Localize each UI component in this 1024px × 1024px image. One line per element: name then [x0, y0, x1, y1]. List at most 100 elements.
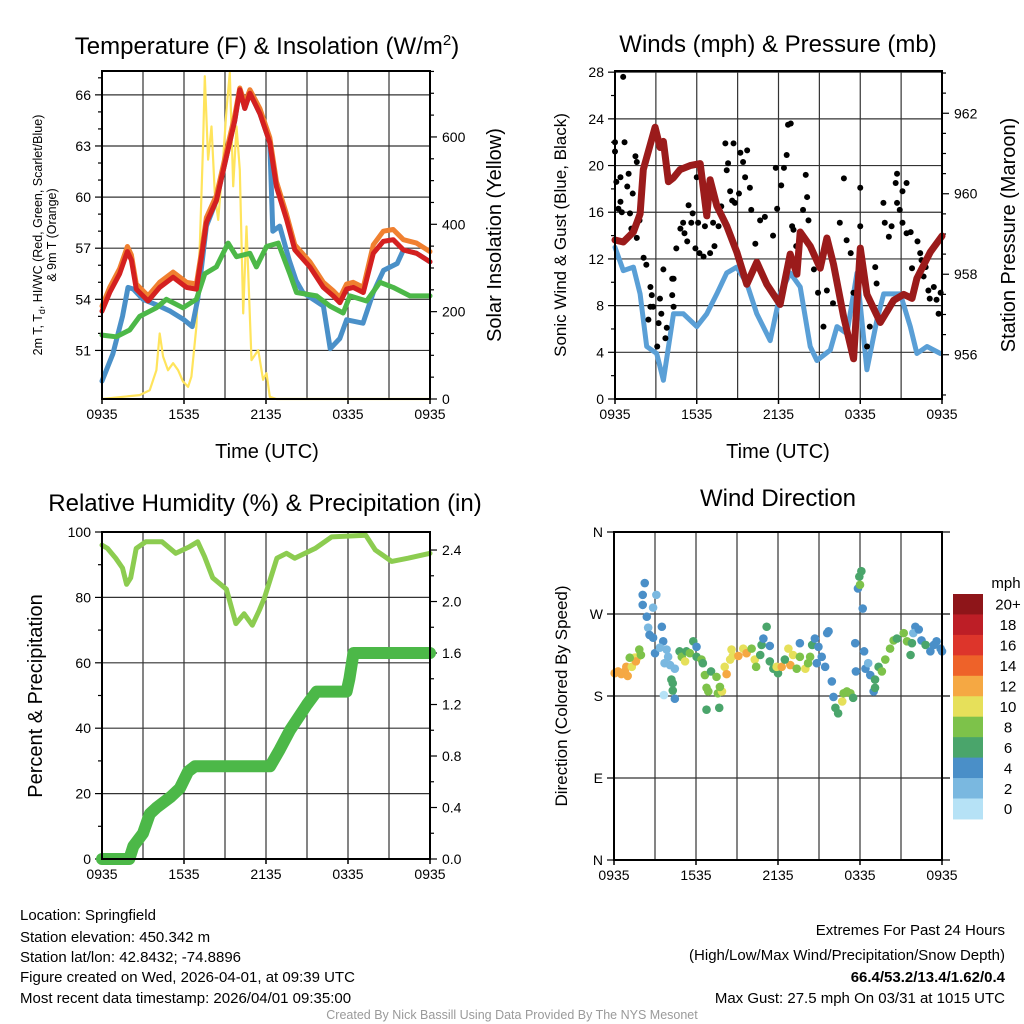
legend-label: 10	[1000, 699, 1017, 716]
y2-tick-label: 956	[954, 347, 978, 363]
wind-direction-point	[765, 657, 775, 666]
wind-direction-point	[759, 634, 768, 643]
relative-humidity-line	[99, 532, 433, 628]
wind-direction-point	[643, 623, 653, 632]
wind-direction-point	[652, 590, 661, 600]
wind-direction-point	[780, 655, 790, 664]
wind-direction-point	[921, 640, 930, 650]
gust-point	[894, 170, 901, 177]
wind-direction-point	[850, 638, 860, 648]
gust-point	[700, 253, 707, 260]
wind-direction-point	[636, 650, 646, 660]
gust-point	[804, 194, 811, 201]
legend-label: 6	[1004, 740, 1012, 757]
gust-point	[727, 188, 734, 195]
y-tick-label: 0	[596, 391, 604, 407]
gust-point	[783, 152, 790, 159]
wind-direction-point	[698, 658, 708, 668]
legend-swatch	[953, 757, 983, 779]
gust-point	[632, 153, 639, 160]
y2-tick-label: 1.6	[442, 645, 462, 661]
gust-point	[888, 223, 895, 230]
y-tick-label: 60	[75, 189, 91, 205]
gust-point	[880, 199, 887, 206]
y-tick-label: 28	[588, 64, 604, 80]
pressure-y-axis-label: Station Pressure (Maroon)	[998, 118, 1020, 353]
y-tick-label: 100	[68, 524, 92, 540]
gust-point	[894, 199, 901, 206]
wind-direction-point	[833, 709, 843, 718]
gust-point	[692, 245, 699, 252]
humidity-y-axis-label: Percent & Precipitation	[25, 594, 47, 797]
gust-point	[881, 219, 888, 226]
y-tick-label: 12	[588, 251, 604, 267]
plot-frame	[101, 531, 431, 860]
wind-direction-point	[657, 622, 667, 632]
gust-point	[772, 164, 779, 171]
legend-label: 20+	[995, 597, 1021, 614]
y2-tick-label: 0.8	[442, 748, 462, 764]
wind-direction-point	[638, 600, 647, 610]
gust-point	[730, 140, 737, 147]
y-tick-label: 80	[75, 589, 91, 605]
legend-swatch	[953, 696, 983, 718]
gust-point	[830, 300, 836, 307]
wind-direction-point	[625, 653, 635, 663]
gust-point	[617, 174, 624, 181]
legend-label: 16	[1000, 638, 1017, 655]
elevation-text: Station elevation: 450.342 m	[20, 929, 210, 946]
gust-point	[643, 261, 650, 268]
gust-point	[885, 233, 892, 240]
humidity-plot: 0935 1535 2135 0335 09350204060801000.00.40.…	[68, 524, 462, 882]
gust-point	[805, 217, 812, 224]
latlon-text: Station lat/lon: 42.8432; -74.8896	[20, 949, 241, 966]
wind-direction-point	[747, 644, 756, 653]
x-tick-label: 1535	[681, 406, 712, 422]
gust-point	[930, 283, 937, 290]
gust-point	[864, 343, 871, 350]
gust-point	[790, 226, 797, 233]
wind-direction-point	[704, 687, 713, 696]
gust-point	[656, 295, 663, 302]
wind-direction-panel-title: Wind Direction	[700, 485, 856, 512]
gust-point	[909, 265, 916, 272]
y-tick-label: E	[594, 770, 603, 786]
gust-point	[815, 289, 822, 296]
legend-label: 2	[1004, 781, 1012, 798]
wind-direction-point	[702, 705, 711, 714]
gust-point	[787, 120, 794, 127]
gust-point	[618, 209, 625, 216]
wind-direction-point	[877, 667, 887, 676]
wind-direction-point	[892, 634, 902, 643]
extremes-values: 66.4/53.2/13.4/1.62/0.4	[851, 969, 1006, 986]
gust-point	[626, 210, 633, 217]
gust-point	[836, 219, 843, 226]
wind-direction-point	[792, 664, 802, 673]
wind-direction-point	[859, 647, 869, 656]
gust-point	[740, 159, 747, 166]
x-tick-label: 1535	[168, 406, 199, 422]
temperature-y-axis-label: 2m T, Td, HI/WC (Red, Green, Scarlet/Blu…	[31, 115, 47, 356]
gust-point	[735, 190, 742, 197]
legend-swatch	[953, 737, 983, 759]
legend-label: 8	[1004, 719, 1012, 736]
legend-swatch	[953, 716, 983, 738]
gust-point	[917, 250, 924, 257]
gust-point	[722, 140, 729, 147]
wind-direction-point	[640, 578, 650, 588]
gust-point	[746, 184, 753, 191]
gust-point	[685, 202, 692, 209]
gust-point	[670, 303, 677, 310]
gust-point	[892, 180, 899, 187]
gust-point	[663, 324, 670, 331]
legend-swatch	[953, 634, 983, 656]
y2-tick-label: 200	[442, 304, 466, 320]
wind-direction-point	[642, 612, 652, 622]
wind-direction-point	[805, 652, 815, 662]
legend-label: 14	[1000, 658, 1017, 675]
y2-tick-label: 960	[954, 186, 978, 202]
y2-tick-label: 0.4	[442, 800, 462, 816]
x-tick-label: 0935	[414, 866, 445, 882]
gust-point	[820, 323, 827, 330]
